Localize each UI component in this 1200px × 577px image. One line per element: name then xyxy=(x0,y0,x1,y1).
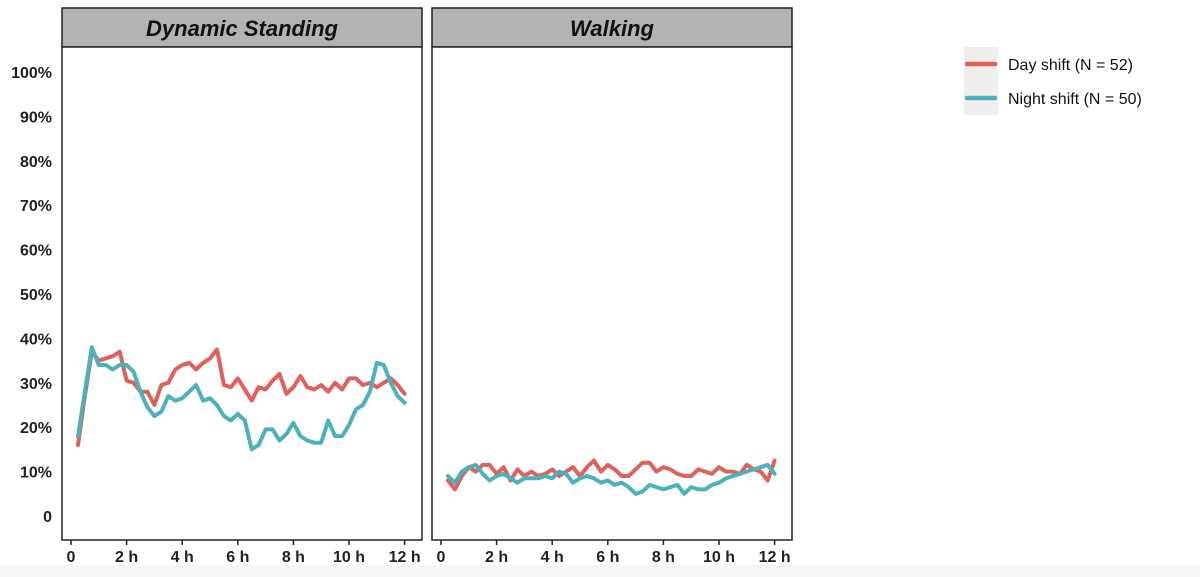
legend-label: Day shift (N = 52) xyxy=(1008,57,1133,74)
x-tick-label: 4 h xyxy=(541,549,564,566)
x-axis: 0 2 h 4 h 6 h 8 h 10 h 12 h xyxy=(437,540,791,566)
series-line-day-shift xyxy=(76,347,407,447)
y-axis: 0 10% 20% 30% 40% 50% 60% 70% 80% 90% 100% xyxy=(11,65,52,526)
y-tick-label: 50% xyxy=(20,287,52,304)
x-tick-label: 4 h xyxy=(171,549,194,566)
x-tick-label: 2 h xyxy=(485,549,508,566)
x-tick-label: 10 h xyxy=(703,549,735,566)
x-tick-label: 0 xyxy=(437,549,446,566)
x-tick-label: 12 h xyxy=(389,549,421,566)
x-tick-label: 6 h xyxy=(596,549,619,566)
bottom-band xyxy=(0,565,1200,577)
x-tick-label: 10 h xyxy=(333,549,365,566)
facet-walking: Walking 0 2 h 4 h 6 h 8 h 10 h 12 h xyxy=(431,7,793,566)
y-tick-label: 80% xyxy=(20,154,52,171)
legend: Day shift (N = 52) Night shift (N = 50) xyxy=(964,47,1142,115)
y-tick-label: 40% xyxy=(20,331,52,348)
panel-frame xyxy=(61,46,423,541)
y-tick-label: 70% xyxy=(20,198,52,215)
x-tick-label: 8 h xyxy=(282,549,305,566)
y-tick-label: 10% xyxy=(20,465,52,482)
facet-title: Walking xyxy=(570,16,655,41)
legend-item-night-shift: Night shift (N = 50) xyxy=(964,81,1142,115)
panel-frame xyxy=(431,46,793,541)
y-tick-label: 20% xyxy=(20,420,52,437)
y-tick-label: 100% xyxy=(11,65,52,82)
series-line-night-shift xyxy=(76,345,407,452)
facet-title: Dynamic Standing xyxy=(146,16,338,41)
series-line-day-shift xyxy=(445,458,777,492)
y-tick-label: 90% xyxy=(20,109,52,126)
legend-label: Night shift (N = 50) xyxy=(1008,91,1142,108)
y-tick-label: 0 xyxy=(43,509,52,526)
x-axis: 0 2 h 4 h 6 h 8 h 10 h 12 h xyxy=(67,540,421,566)
series-line-night-shift xyxy=(445,462,777,496)
x-tick-label: 0 xyxy=(67,549,76,566)
x-tick-label: 12 h xyxy=(759,549,791,566)
legend-item-day-shift: Day shift (N = 52) xyxy=(964,47,1133,81)
y-tick-label: 30% xyxy=(20,376,52,393)
x-tick-label: 6 h xyxy=(226,549,249,566)
x-tick-label: 2 h xyxy=(115,549,138,566)
facet-strip xyxy=(61,7,423,48)
facet-dynamic-standing: Dynamic Standing 0 2 h 4 h 6 h 8 h 10 h 12 h xyxy=(61,7,423,566)
y-tick-label: 60% xyxy=(20,243,52,260)
x-tick-label: 8 h xyxy=(652,549,675,566)
